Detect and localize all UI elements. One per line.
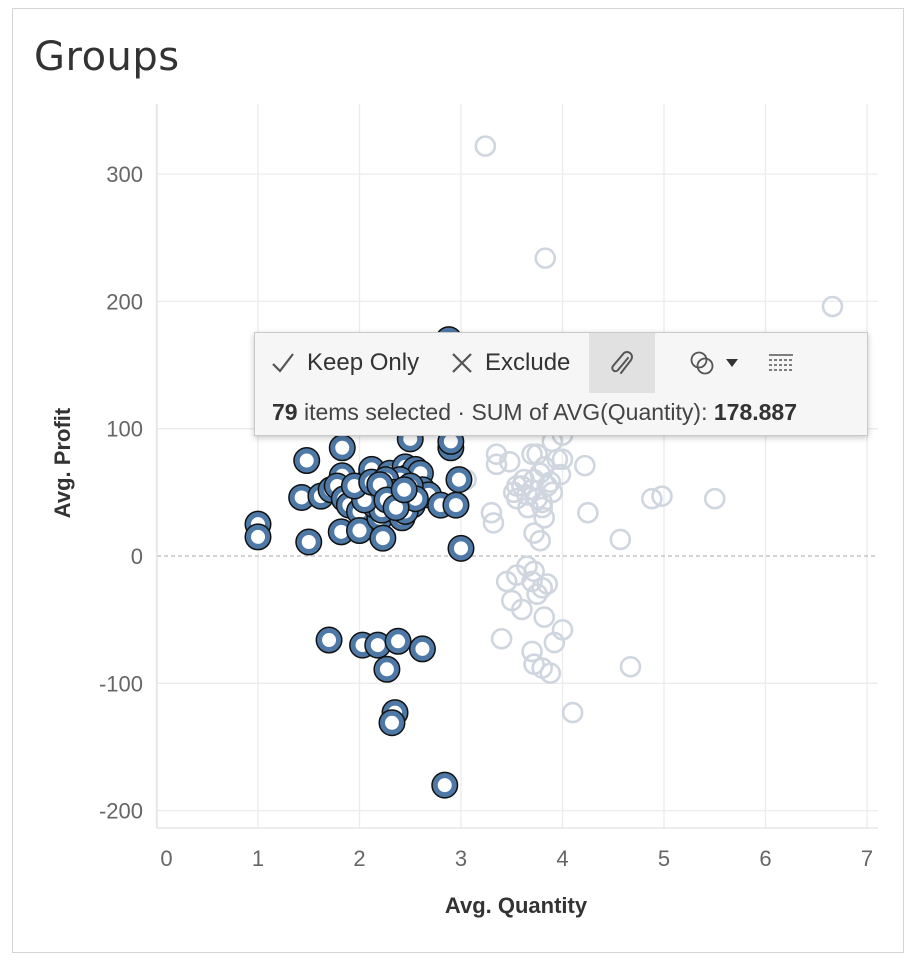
selected-count: 79 (272, 399, 298, 425)
x-tick-label: 2 (353, 846, 365, 871)
exclude-label: Exclude (485, 349, 571, 376)
unselected-point[interactable] (513, 468, 535, 491)
unselected-point[interactable] (619, 655, 642, 678)
group-members-button[interactable] (689, 333, 739, 393)
unselected-point[interactable] (533, 606, 556, 628)
unselected-point[interactable] (485, 453, 508, 476)
chart-title: Groups (34, 34, 180, 80)
unselected-point[interactable] (703, 487, 726, 510)
selected-point-ring (294, 448, 319, 473)
selected-point-ring (296, 529, 321, 554)
unselected-point[interactable] (651, 485, 673, 507)
unselected-point[interactable] (506, 475, 528, 497)
selected-point-ring (449, 536, 473, 561)
axis-layer: 0 1 2 3 4 5 6 7 300 200 100 0 -100 -200 (99, 104, 878, 871)
summary-label: SUM of AVG(Quantity): (471, 399, 714, 425)
unselected-point[interactable] (521, 640, 543, 663)
unselected-point[interactable] (641, 487, 663, 510)
unselected-point[interactable] (541, 481, 564, 504)
selected-point-ring (365, 633, 390, 658)
unselected-point[interactable] (536, 573, 559, 595)
points-layer (244, 135, 844, 799)
unselected-point[interactable] (529, 529, 551, 552)
unselected-point[interactable] (531, 577, 554, 599)
summary-separator: · (451, 399, 472, 425)
x-tick-label: 0 (160, 846, 172, 871)
unselected-point[interactable] (561, 701, 584, 724)
unselected-point[interactable] (480, 501, 503, 524)
selected-point-ring (386, 629, 411, 654)
paperclip-icon (609, 349, 635, 377)
keep-only-button[interactable]: Keep Only (271, 333, 419, 393)
keep-only-label: Keep Only (307, 349, 420, 376)
selected-point-ring (374, 657, 399, 682)
exclude-button[interactable]: Exclude (451, 333, 570, 393)
unselected-point[interactable] (490, 627, 513, 650)
x-tick-label: 7 (861, 846, 873, 871)
unselected-point[interactable] (521, 443, 543, 465)
x-tick-label: 3 (455, 846, 467, 871)
unselected-point[interactable] (474, 135, 497, 157)
selection-summary: 79 items selected · SUM of AVG(Quantity)… (272, 399, 797, 426)
unselected-point[interactable] (511, 598, 533, 621)
y-tick-label: 100 (106, 417, 143, 442)
selected-point-ring (347, 518, 372, 543)
x-icon (451, 352, 473, 374)
checkmark-icon (271, 351, 295, 375)
unselected-point[interactable] (551, 619, 574, 641)
view-data-button[interactable] (767, 333, 795, 393)
y-tick-label: 0 (131, 544, 143, 569)
selected-point-ring (370, 526, 395, 551)
x-tick-label: 5 (658, 846, 670, 871)
selected-point-ring (246, 524, 270, 549)
dropdown-caret-icon (725, 358, 739, 368)
unselected-point[interactable] (533, 507, 556, 529)
selected-point-ring (446, 467, 471, 492)
y-tick-label: -200 (99, 799, 143, 824)
unselected-point[interactable] (498, 450, 521, 473)
selected-text: items selected (297, 399, 451, 425)
selected-point-ring (330, 435, 355, 460)
unselected-point[interactable] (517, 496, 539, 519)
selected-point-ring (432, 773, 457, 798)
unselected-point[interactable] (534, 247, 557, 269)
selected-point-ring (392, 477, 417, 502)
unselected-point[interactable] (482, 512, 505, 534)
y-tick-label: 300 (106, 162, 143, 187)
x-tick-label: 1 (252, 846, 264, 871)
selected-point-ring (410, 636, 435, 661)
x-tick-label: 4 (556, 846, 568, 871)
selected-point-ring (317, 628, 342, 653)
unselected-point[interactable] (539, 662, 562, 684)
y-axis-title: Avg. Profit (50, 407, 75, 518)
unselected-point[interactable] (539, 471, 562, 493)
selection-toolbar: Keep Only Exclude (254, 332, 868, 436)
selected-point-ring (379, 710, 404, 735)
unselected-point[interactable] (551, 448, 574, 471)
unselected-point[interactable] (574, 454, 596, 477)
selected-point-ring (443, 493, 468, 518)
x-tick-label: 6 (759, 846, 771, 871)
pin-button[interactable] (589, 333, 655, 393)
group-members-icon (689, 350, 715, 376)
view-data-icon (767, 351, 795, 375)
y-tick-label: 200 (106, 289, 143, 314)
x-axis-title: Avg. Quantity (445, 893, 588, 918)
unselected-point[interactable] (577, 501, 599, 524)
y-tick-label: -100 (99, 671, 143, 696)
unselected-point[interactable] (609, 528, 632, 551)
unselected-point[interactable] (821, 295, 844, 318)
summary-value: 178.887 (713, 399, 798, 425)
